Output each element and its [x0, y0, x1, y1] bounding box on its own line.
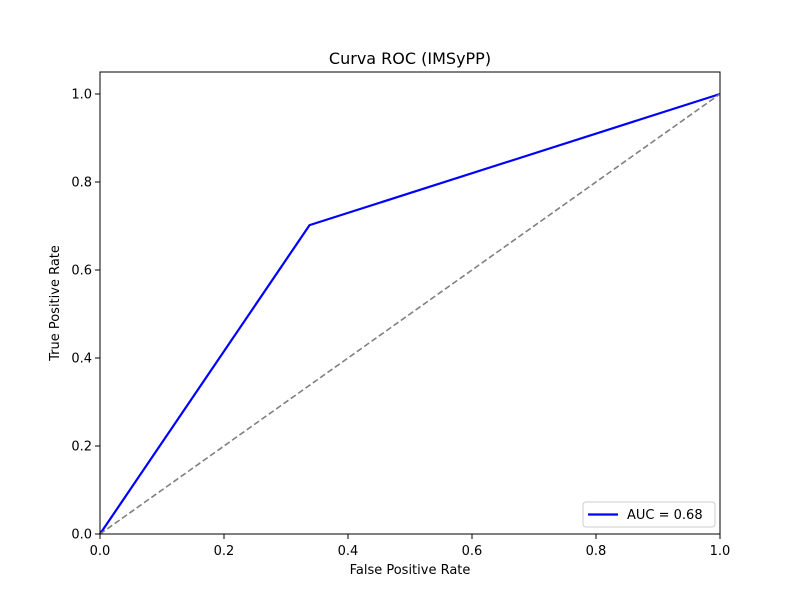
x-axis-label: False Positive Rate — [350, 563, 471, 578]
y-tick-label: 0.0 — [71, 528, 92, 543]
reference-diagonal-line — [99, 93, 721, 535]
y-axis-ticks: 0.0 0.2 0.4 0.6 0.8 1.0 — [71, 88, 100, 543]
x-tick-label: 0.6 — [462, 544, 483, 559]
x-tick-label: 0.4 — [338, 544, 359, 559]
x-tick-label: 1.0 — [710, 544, 731, 559]
x-tick-label: 0.2 — [214, 544, 235, 559]
roc-curve-line — [99, 92, 721, 535]
chart-title: Curva ROC (IMSyPP) — [329, 49, 491, 68]
x-tick-label: 0.0 — [90, 544, 111, 559]
y-tick-label: 0.6 — [71, 264, 92, 279]
y-axis-label: True Positive Rate — [48, 245, 63, 362]
series-layer — [99, 92, 721, 535]
y-tick-label: 0.4 — [71, 352, 92, 367]
y-tick-label: 0.2 — [71, 440, 92, 455]
plot-frame — [99, 71, 721, 535]
legend-box — [582, 501, 716, 528]
legend-label-auc: AUC = 0.68 — [627, 508, 703, 523]
x-tick-label: 0.8 — [586, 544, 607, 559]
legend: AUC = 0.68 — [582, 501, 716, 528]
x-axis-ticks: 0.0 0.2 0.4 0.6 0.8 1.0 — [90, 534, 731, 559]
y-tick-label: 1.0 — [71, 88, 92, 103]
y-tick-label: 0.8 — [71, 176, 92, 191]
